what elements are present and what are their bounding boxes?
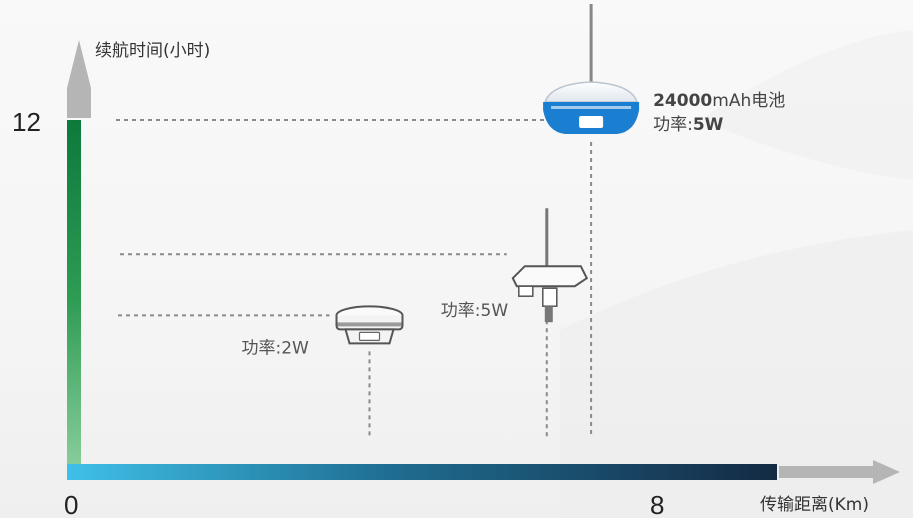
point-3-power-label: 功率:5W — [653, 115, 724, 135]
y-axis-stem — [67, 88, 91, 118]
point-3-battery-label: 24000mAh电池 — [653, 91, 785, 111]
x-axis-arrowhead — [873, 460, 900, 484]
small-receiver-icon — [335, 305, 404, 345]
y-axis-title: 续航时间(小时) — [95, 41, 210, 61]
y-tick-label-12: 12 — [12, 107, 41, 137]
x-axis-title: 传输距离(Km) — [760, 495, 869, 515]
blue-receiver-icon — [543, 4, 640, 134]
point-3-power-value: 5W — [693, 115, 724, 135]
x-tick-label-8: 8 — [650, 490, 664, 518]
battery-capacity-unit: mAh电池 — [712, 91, 785, 111]
point-1-power-label: 功率:2W — [242, 338, 310, 358]
data-point-blue-receiver: 24000mAh电池 功率:5W — [543, 4, 785, 135]
x-axis-stem — [779, 466, 873, 478]
data-point-small-receiver: 功率:2W — [242, 305, 404, 358]
y-axis-bar — [67, 120, 81, 480]
guides — [116, 119, 593, 438]
point-2-power-label: 功率:5W — [441, 301, 509, 321]
point-3-power-prefix: 功率: — [653, 115, 693, 135]
data-point-radio-station: 功率:5W — [441, 208, 589, 323]
radio-station-icon — [511, 208, 589, 323]
x-tick-label-0: 0 — [64, 490, 78, 518]
y-axis: 续航时间(小时) 12 — [12, 40, 210, 480]
background-decor — [560, 30, 913, 518]
x-axis: 0 8 传输距离(Km) — [64, 460, 900, 518]
battery-capacity-number: 24000 — [653, 91, 712, 111]
y-axis-arrowhead — [67, 40, 91, 88]
x-axis-bar — [67, 464, 777, 480]
